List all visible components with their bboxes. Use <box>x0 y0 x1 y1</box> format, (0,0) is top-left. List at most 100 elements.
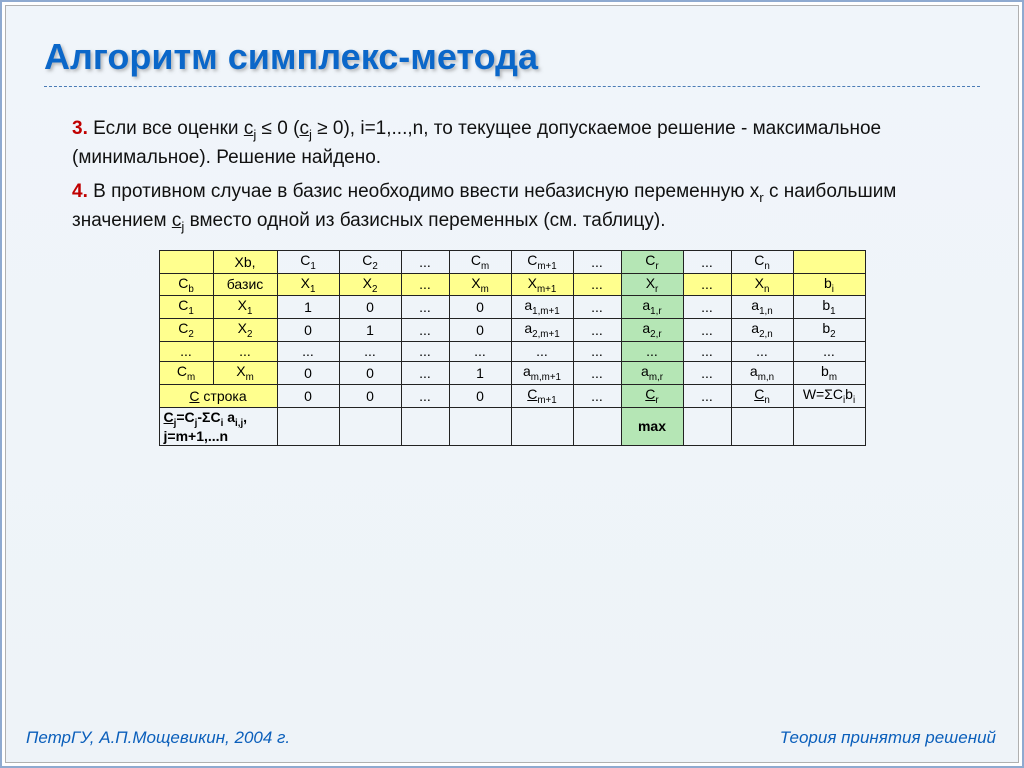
r1-c10: a1,n <box>731 296 793 319</box>
h1-c2: C1 <box>277 250 339 273</box>
h2-c1: базис <box>213 273 277 296</box>
h2-c4: ... <box>401 273 449 296</box>
row-c2: C2 X2 0 1 ... 0 a2,m+1 ... a2,r ... a2,n… <box>159 319 865 342</box>
title-divider <box>44 86 980 87</box>
r1-c9: ... <box>683 296 731 319</box>
rm-c4: ... <box>401 361 449 384</box>
r2-c2: 0 <box>277 319 339 342</box>
r2-c10: a2,n <box>731 319 793 342</box>
rm-c1: Xm <box>213 361 277 384</box>
row-max: Cj=Cj-ΣCi ai,j, j=m+1,...n max <box>159 407 865 446</box>
rm-c9: ... <box>683 361 731 384</box>
rd-c6: ... <box>511 341 573 361</box>
rd-c3: ... <box>339 341 401 361</box>
step-4: 4. В противном случае в базис необходимо… <box>72 178 960 236</box>
r2-c8: a2,r <box>621 319 683 342</box>
r1-c6: a1,m+1 <box>511 296 573 319</box>
rm-c8: am,r <box>621 361 683 384</box>
r2-c6: a2,m+1 <box>511 319 573 342</box>
r2-c4: ... <box>401 319 449 342</box>
rc-c3: 0 <box>339 384 401 407</box>
h2-c9: ... <box>683 273 731 296</box>
rd-c7: ... <box>573 341 621 361</box>
h2-c2: X1 <box>277 273 339 296</box>
rd-c8: ... <box>621 341 683 361</box>
r1-c8: a1,r <box>621 296 683 319</box>
step3-number: 3. <box>72 118 88 139</box>
row-c-line: C строка 0 0 ... 0 Cm+1 ... Cr ... Cn W=… <box>159 384 865 407</box>
rd-c4: ... <box>401 341 449 361</box>
h2-c5: Xm <box>449 273 511 296</box>
h1-c0 <box>159 250 213 273</box>
max-cell: max <box>621 407 683 446</box>
h1-c10: Cn <box>731 250 793 273</box>
rc-c8: Cr <box>621 384 683 407</box>
footer-right: Теория принятия решений <box>780 728 996 748</box>
slide-frame: Алгоритм симплекс-метода 3. Если все оце… <box>5 5 1019 763</box>
rm-c10: am,n <box>731 361 793 384</box>
h1-c3: C2 <box>339 250 401 273</box>
r2-c9: ... <box>683 319 731 342</box>
h1-c6: Cm+1 <box>511 250 573 273</box>
r1-c1: X1 <box>213 296 277 319</box>
row-cm: Cm Xm 0 0 ... 1 am,m+1 ... am,r ... am,n… <box>159 361 865 384</box>
rm-c3: 0 <box>339 361 401 384</box>
h2-c3: X2 <box>339 273 401 296</box>
step4-number: 4. <box>72 181 88 202</box>
header-row-1: Xb, C1 C2 ... Cm Cm+1 ... Cr ... Cn <box>159 250 865 273</box>
step-3: 3. Если все оценки cj ≤ 0 (cj ≥ 0), i=1,… <box>72 115 960 172</box>
slide-title: Алгоритм симплекс-метода <box>44 36 980 78</box>
h2-c6: Xm+1 <box>511 273 573 296</box>
formula-cell: Cj=Cj-ΣCi ai,j, j=m+1,...n <box>159 407 277 446</box>
r1-c4: ... <box>401 296 449 319</box>
h1-c4: ... <box>401 250 449 273</box>
step4-text-a: В противном случае в базис необходимо вв… <box>88 181 759 202</box>
h1-c9: ... <box>683 250 731 273</box>
h1-c7: ... <box>573 250 621 273</box>
step4-text-c: вместо одной из базисных переменных (см.… <box>184 210 665 231</box>
h2-c11: bi <box>793 273 865 296</box>
h2-c7: ... <box>573 273 621 296</box>
rc-c9: ... <box>683 384 731 407</box>
r2-c3: 1 <box>339 319 401 342</box>
r1-c7: ... <box>573 296 621 319</box>
row-c1: C1 X1 1 0 ... 0 a1,m+1 ... a1,r ... a1,n… <box>159 296 865 319</box>
r2-c0: C2 <box>159 319 213 342</box>
r2-c1: X2 <box>213 319 277 342</box>
rc-c10: Cn <box>731 384 793 407</box>
h1-c5: Cm <box>449 250 511 273</box>
rc-c11: W=ΣCibi <box>793 384 865 407</box>
row-dots: ... ... ... ... ... ... ... ... ... ... … <box>159 341 865 361</box>
r1-c5: 0 <box>449 296 511 319</box>
r1-c2: 1 <box>277 296 339 319</box>
step3-text-b: ≤ 0 ( <box>256 118 299 139</box>
rc-c2: 0 <box>277 384 339 407</box>
r1-c11: b1 <box>793 296 865 319</box>
rm-c5: 1 <box>449 361 511 384</box>
rm-c0: Cm <box>159 361 213 384</box>
rd-c1: ... <box>213 341 277 361</box>
rc-c4: ... <box>401 384 449 407</box>
rm-c11: bm <box>793 361 865 384</box>
rd-c9: ... <box>683 341 731 361</box>
r2-c5: 0 <box>449 319 511 342</box>
rd-c5: ... <box>449 341 511 361</box>
step3-text-a: Если все оценки <box>88 118 244 139</box>
step4-cj: cj <box>172 210 184 231</box>
rm-c6: am,m+1 <box>511 361 573 384</box>
h1-c1: Xb, <box>213 250 277 273</box>
simplex-table-wrap: Xb, C1 C2 ... Cm Cm+1 ... Cr ... Cn Cb б… <box>44 250 980 447</box>
rm-c7: ... <box>573 361 621 384</box>
h2-c0: Cb <box>159 273 213 296</box>
step3-cj2: cj <box>299 118 311 139</box>
h1-c11 <box>793 250 865 273</box>
rc-label: C строка <box>159 384 277 407</box>
rd-c0: ... <box>159 341 213 361</box>
header-row-2: Cb базис X1 X2 ... Xm Xm+1 ... Xr ... Xn… <box>159 273 865 296</box>
simplex-table: Xb, C1 C2 ... Cm Cm+1 ... Cr ... Cn Cb б… <box>159 250 866 447</box>
h2-c8: Xr <box>621 273 683 296</box>
rc-c7: ... <box>573 384 621 407</box>
rd-c2: ... <box>277 341 339 361</box>
rm-c2: 0 <box>277 361 339 384</box>
rd-c10: ... <box>731 341 793 361</box>
